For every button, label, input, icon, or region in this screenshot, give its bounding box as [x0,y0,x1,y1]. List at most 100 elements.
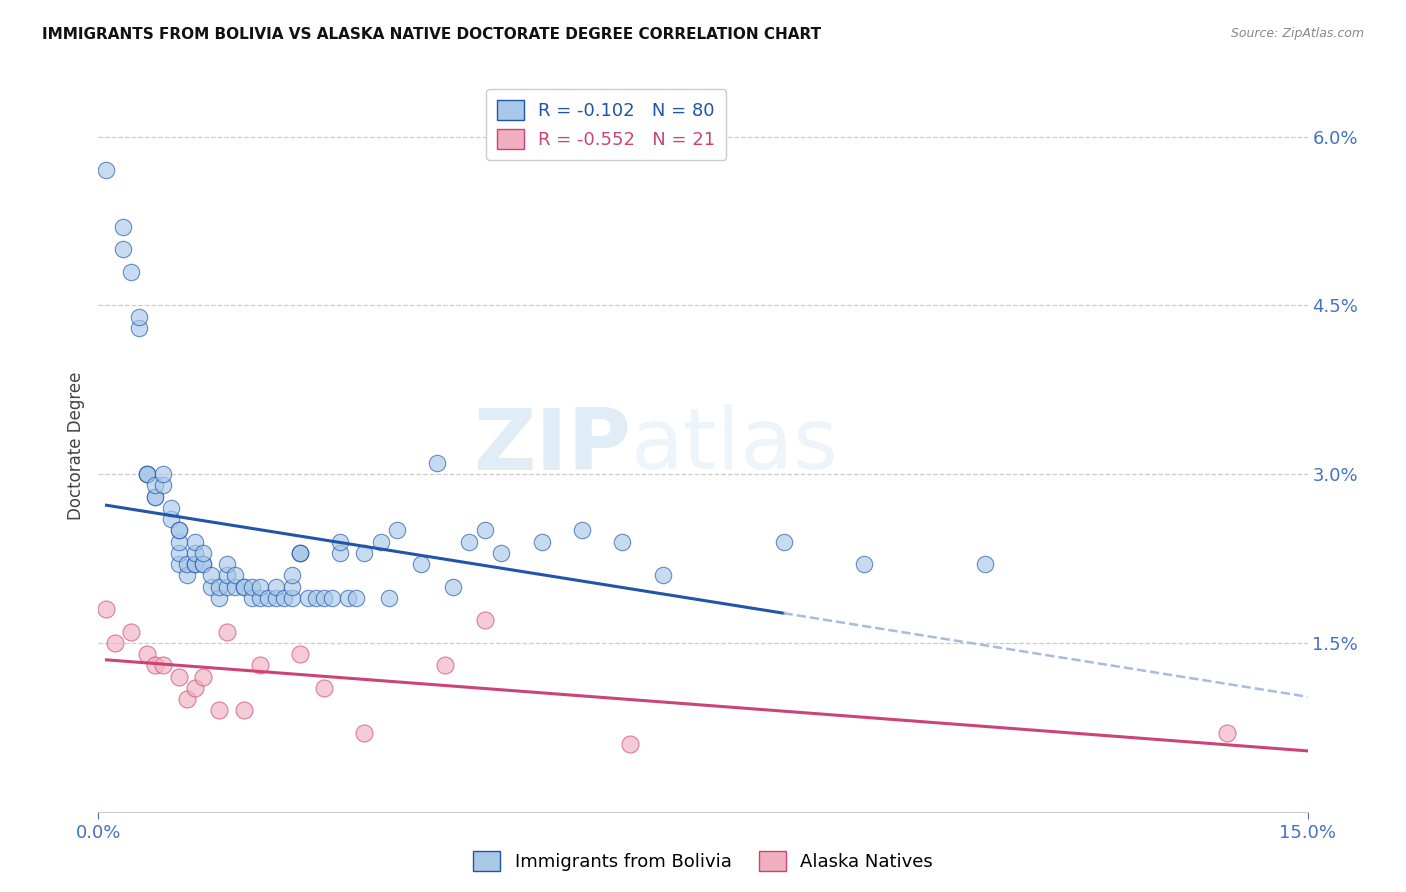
Point [193,557,215,571]
Point [288,546,311,560]
Point [135,647,157,661]
Point [217,568,239,582]
Point [217,580,239,594]
Point [264,591,287,605]
Point [193,546,215,560]
Point [329,546,352,560]
Point [619,737,641,751]
Point [128,321,150,335]
Point [184,557,207,571]
Text: IMMIGRANTS FROM BOLIVIA VS ALASKA NATIVE DOCTORATE DEGREE CORRELATION CHART: IMMIGRANTS FROM BOLIVIA VS ALASKA NATIVE… [42,27,821,42]
Point [256,591,278,605]
Point [167,524,190,538]
Point [974,557,997,571]
Point [208,591,231,605]
Point [152,658,174,673]
Point [193,557,215,571]
Point [249,591,271,605]
Point [120,624,142,639]
Legend: Immigrants from Bolivia, Alaska Natives: Immigrants from Bolivia, Alaska Natives [465,844,941,879]
Point [240,580,263,594]
Legend: R = -0.102   N = 80, R = -0.552   N = 21: R = -0.102 N = 80, R = -0.552 N = 21 [486,89,727,160]
Point [111,242,134,256]
Point [200,580,222,594]
Point [273,591,295,605]
Point [370,534,392,549]
Point [249,580,271,594]
Y-axis label: Doctorate Degree: Doctorate Degree [66,372,84,520]
Point [160,500,183,515]
Point [409,557,432,571]
Point [167,524,190,538]
Point [264,580,287,594]
Point [314,681,336,695]
Point [297,591,319,605]
Point [167,557,190,571]
Point [167,546,190,560]
Point [128,310,150,324]
Point [321,591,343,605]
Point [344,591,367,605]
Point [612,534,634,549]
Point [184,681,207,695]
Point [176,568,198,582]
Point [152,478,174,492]
Point [208,580,231,594]
Point [217,557,239,571]
Point [651,568,673,582]
Point [385,524,408,538]
Text: ZIP: ZIP [472,404,630,488]
Text: Source: ZipAtlas.com: Source: ZipAtlas.com [1230,27,1364,40]
Text: atlas: atlas [630,404,838,488]
Point [143,478,166,492]
Point [167,534,190,549]
Point [288,546,311,560]
Point [530,534,553,549]
Point [143,490,166,504]
Point [143,490,166,504]
Point [474,524,496,538]
Point [249,658,271,673]
Point [96,163,118,178]
Point [152,467,174,482]
Point [184,534,207,549]
Point [281,580,304,594]
Point [353,546,375,560]
Point [281,591,304,605]
Point [314,591,336,605]
Point [111,219,134,234]
Point [135,467,157,482]
Point [193,670,215,684]
Point [329,534,352,549]
Point [232,580,254,594]
Point [160,512,183,526]
Point [135,467,157,482]
Point [224,568,246,582]
Point [853,557,876,571]
Point [232,703,254,717]
Point [184,546,207,560]
Point [135,467,157,482]
Point [103,636,125,650]
Point [772,534,794,549]
Point [167,670,190,684]
Point [208,703,231,717]
Point [353,726,375,740]
Point [143,658,166,673]
Point [491,546,513,560]
Point [305,591,328,605]
Point [288,546,311,560]
Point [176,692,198,706]
Point [426,456,449,470]
Point [240,591,263,605]
Point [571,524,593,538]
Point [200,568,222,582]
Point [281,568,304,582]
Point [217,624,239,639]
Point [184,557,207,571]
Point [232,580,254,594]
Point [288,647,311,661]
Point [441,580,464,594]
Point [377,591,399,605]
Point [434,658,457,673]
